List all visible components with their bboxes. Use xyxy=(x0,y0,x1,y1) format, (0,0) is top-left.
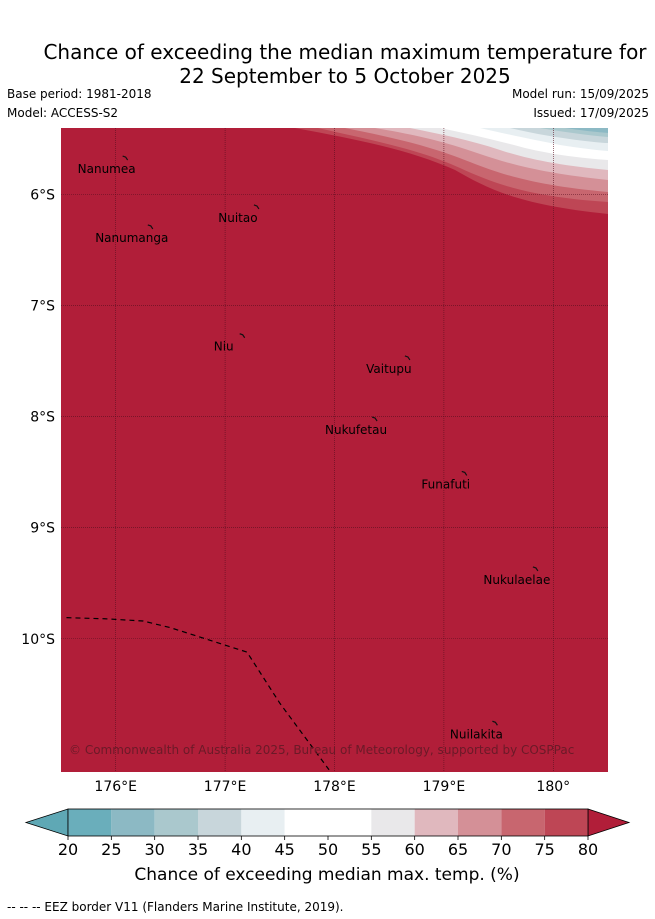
lon-tick-label: 176°E xyxy=(94,779,137,795)
axis-ticks: 176°E 177°E 178°E 179°E 180° 6°S 7°S 8°S 9°S 10°S xyxy=(21,188,570,795)
island-label: Funafuti xyxy=(421,477,470,491)
colorbar-label: Chance of exceeding median max. temp. (%… xyxy=(134,865,519,885)
island-label: Vaitupu xyxy=(366,362,412,376)
colorbar-under-arrow xyxy=(24,808,69,837)
lon-tick-label: 180° xyxy=(536,779,570,795)
lat-tick-label: 8°S xyxy=(30,410,55,426)
colorbar-bin xyxy=(371,809,415,836)
title-line-1: Chance of exceeding the median maximum t… xyxy=(43,40,647,64)
island-outline xyxy=(371,416,378,422)
copyright-notice: © Commonwealth of Australia 2025, Bureau… xyxy=(69,743,574,757)
model-run: Model run: 15/09/2025 xyxy=(511,87,649,101)
island-group: Nanumea Nuitao Nanumanga Niu Vaitupu Nukufeta… xyxy=(78,155,550,741)
lon-tick-label: 178°E xyxy=(313,779,356,795)
colorbar-over-arrow xyxy=(587,808,631,837)
island-label: Nanumanga xyxy=(95,231,168,245)
island-outline xyxy=(492,720,498,726)
eez-source-note: -- -- -- EEZ border V11 (Flanders Marine… xyxy=(7,900,344,914)
colorbar: 20 25 30 35 40 45 50 55 60 65 70 75 80 xyxy=(24,808,631,859)
island-label: Nukufetau xyxy=(325,423,387,437)
colorbar-tick-label: 50 xyxy=(318,840,338,859)
colorbar-tick-label: 40 xyxy=(231,840,251,859)
colorbar-bin xyxy=(198,809,242,836)
island-outline xyxy=(461,470,468,476)
island-label: Nuitao xyxy=(218,211,257,225)
colorbar-tick-label: 55 xyxy=(361,840,381,859)
lat-tick-label: 7°S xyxy=(30,299,55,315)
lat-tick-label: 6°S xyxy=(30,188,55,204)
colorbar-bin xyxy=(68,809,112,836)
eez-border-line xyxy=(66,617,330,771)
island-label: Nanumea xyxy=(78,162,136,176)
lat-tick-label: 10°S xyxy=(21,632,55,648)
island-outline xyxy=(404,355,411,361)
colorbar-bin xyxy=(284,809,328,836)
contour-band-30 xyxy=(565,128,608,133)
island-outline xyxy=(239,333,246,339)
lon-tick-label: 179°E xyxy=(423,779,466,795)
colorbar-tick-label: 35 xyxy=(188,840,208,859)
colorbar-bin xyxy=(414,809,458,836)
issued-date: Issued: 17/09/2025 xyxy=(533,106,649,120)
island-outline xyxy=(147,224,154,230)
colorbar-bin xyxy=(241,809,285,836)
colorbar-bin xyxy=(154,809,198,836)
island-label: Niu xyxy=(214,340,234,354)
colorbar-tick-label: 75 xyxy=(534,840,554,859)
colorbar-bin xyxy=(458,809,502,836)
island-outline xyxy=(122,155,129,161)
colorbar-tick-label: 80 xyxy=(578,840,598,859)
colorbar-tick-label: 65 xyxy=(448,840,468,859)
colorbar-tick-label: 60 xyxy=(404,840,424,859)
colorbar-bin xyxy=(328,809,372,836)
colorbar-bin xyxy=(111,809,155,836)
lat-tick-label: 9°S xyxy=(30,521,55,537)
model-name: Model: ACCESS-S2 xyxy=(7,106,119,120)
island-label: Nuilakita xyxy=(450,727,503,741)
colorbar-tick-label: 25 xyxy=(101,840,121,859)
colorbar-bin xyxy=(544,809,588,836)
colorbar-tick-label: 45 xyxy=(274,840,294,859)
island-label: Nukulaelae xyxy=(483,573,550,587)
probability-contours xyxy=(295,128,608,214)
title-line-2: 22 September to 5 October 2025 xyxy=(179,64,511,88)
graticule xyxy=(61,128,608,772)
colorbar-tick-label: 20 xyxy=(58,840,78,859)
colorbar-bin xyxy=(501,809,545,836)
island-outline xyxy=(253,204,260,210)
island-outline xyxy=(532,566,539,572)
base-period: Base period: 1981-2018 xyxy=(7,87,152,101)
colorbar-tick-label: 30 xyxy=(144,840,164,859)
lon-tick-label: 177°E xyxy=(204,779,247,795)
map-plot-area: Nanumea Nuitao Nanumanga Niu Vaitupu Nukufeta… xyxy=(61,128,608,772)
map-title: Chance of exceeding the median maximum t… xyxy=(0,40,655,88)
colorbar-tick-label: 70 xyxy=(491,840,511,859)
